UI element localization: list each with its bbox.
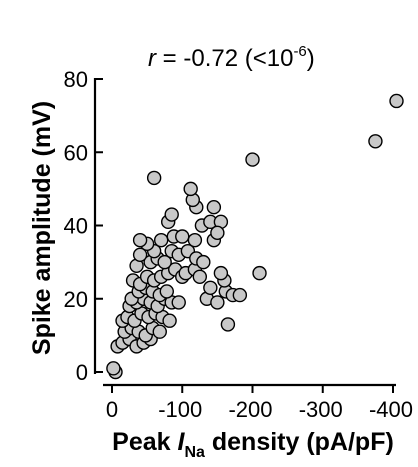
x-tick-label: -200	[228, 397, 272, 422]
data-point	[196, 254, 211, 270]
data-point	[210, 295, 225, 310]
data-point	[152, 324, 167, 339]
data-point	[368, 134, 383, 149]
data-point	[132, 232, 148, 248]
x-title-prefix: Peak	[112, 428, 177, 456]
x-tick-label: -300	[299, 397, 343, 422]
title-close: )	[307, 45, 315, 72]
data-point	[203, 280, 218, 295]
data-point	[162, 313, 177, 328]
data-point	[213, 265, 229, 281]
title-equation: = -0.72 (<10	[156, 45, 293, 72]
data-point	[106, 361, 121, 376]
data-point	[187, 232, 203, 248]
y-tick-label: 20	[64, 287, 88, 312]
data-point	[220, 317, 236, 332]
data-point	[210, 225, 225, 241]
data-point	[153, 232, 169, 248]
x-title-suffix: density (pA/pF)	[205, 428, 394, 456]
x-tick-label: 0	[106, 397, 118, 422]
title-exponent: -6	[293, 43, 306, 60]
data-point	[146, 170, 162, 186]
data-point	[171, 295, 186, 310]
x-title-i: I	[178, 428, 186, 456]
title-r-symbol: r	[148, 45, 157, 72]
y-tick-label: 60	[64, 140, 88, 165]
y-tick-label: 0	[76, 360, 88, 385]
data-point	[252, 265, 267, 281]
data-point	[183, 181, 198, 197]
y-tick-label: 40	[64, 214, 88, 239]
data-point	[206, 199, 222, 215]
x-title-subscript: Na	[184, 444, 205, 461]
data-point	[192, 269, 208, 284]
data-point	[164, 207, 179, 222]
data-point	[245, 152, 260, 167]
chart-title: r = -0.72 (<10-6)	[148, 43, 315, 72]
data-points	[106, 93, 404, 380]
data-point	[132, 247, 148, 263]
data-point	[175, 229, 190, 244]
axis-ticks: 0 20 40 60 80 0 -100 -200 -300 -400	[64, 67, 414, 422]
data-point	[159, 284, 174, 299]
y-axis-title: Spike amplitude (mV)	[28, 101, 56, 355]
x-tick-label: -100	[158, 397, 202, 422]
y-tick-label: 80	[64, 67, 88, 92]
data-point	[157, 254, 172, 270]
x-tick-label: -400	[369, 397, 413, 422]
data-point	[389, 93, 404, 109]
data-point	[232, 287, 248, 303]
x-axis-title: Peak INa density (pA/pF)	[112, 428, 394, 461]
